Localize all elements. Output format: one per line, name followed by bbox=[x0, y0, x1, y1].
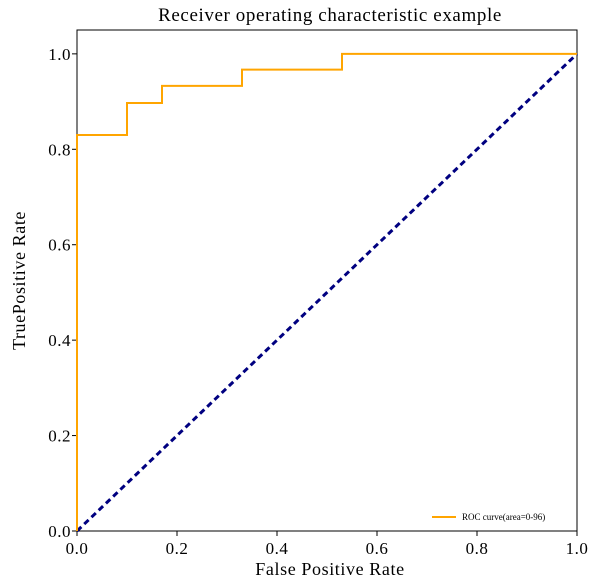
roc-curve-line bbox=[76, 52, 577, 531]
chart-title: Receiver operating characteristic exampl… bbox=[158, 5, 502, 26]
x-tick-label: 0.8 bbox=[466, 539, 489, 558]
legend: ROC curve(area=0-96) bbox=[432, 512, 545, 522]
x-axis-label: False Positive Rate bbox=[255, 559, 404, 579]
y-axis-label: TruePositive Rate bbox=[9, 211, 29, 350]
legend-label: ROC curve(area=0-96) bbox=[462, 512, 545, 522]
plot-area-frame bbox=[76, 29, 578, 532]
y-tick-label: 0.8 bbox=[48, 140, 71, 159]
y-tick-label: 0.2 bbox=[48, 427, 71, 446]
x-tick-label: 0.2 bbox=[166, 539, 189, 558]
axis-ticks: 0.0 0.2 0.4 0.6 0.8 1.0 0.0 0.2 0.4 0.6 0.8 1.0 bbox=[48, 45, 588, 558]
x-tick-label: 1.0 bbox=[566, 539, 589, 558]
x-tick-label: 0.4 bbox=[266, 539, 289, 558]
y-tick-label: 0.6 bbox=[48, 236, 71, 255]
y-tick-label: 1.0 bbox=[48, 45, 71, 64]
x-tick-label: 0.6 bbox=[366, 539, 389, 558]
series-lines bbox=[75, 52, 579, 533]
y-tick-label: 0.4 bbox=[48, 331, 71, 350]
y-tick-label: 0.0 bbox=[48, 522, 71, 541]
chance-diagonal-line bbox=[75, 52, 579, 533]
x-tick-label: 0.0 bbox=[66, 539, 89, 558]
